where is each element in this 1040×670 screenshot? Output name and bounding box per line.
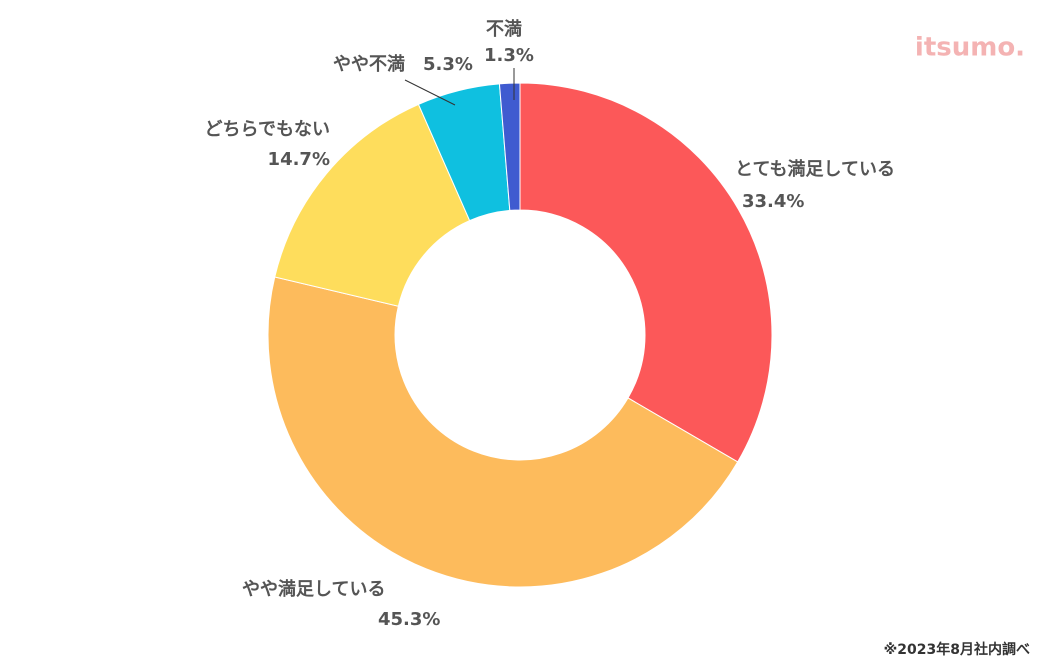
donut-slice <box>267 276 739 588</box>
value-label: 33.4% <box>742 191 804 212</box>
category-label: どちらでもない <box>205 119 330 140</box>
source-note: ※2023年8月社内調べ <box>884 641 1030 658</box>
value-label: 1.3% <box>484 45 534 66</box>
category-label: やや満足している <box>242 578 385 600</box>
value-label: 45.3% <box>378 609 440 630</box>
donut-slice <box>274 103 471 307</box>
leader-line <box>404 79 456 106</box>
donut-slice <box>519 82 773 463</box>
category-label: やや不満 <box>333 53 405 75</box>
category-label: 不満 <box>486 18 522 40</box>
value-label: 14.7% <box>268 149 330 170</box>
category-label: とても満足している <box>735 158 895 180</box>
logo: itsumo. <box>915 33 1025 63</box>
value-label: 5.3% <box>423 54 473 75</box>
donut-slice <box>498 82 521 211</box>
